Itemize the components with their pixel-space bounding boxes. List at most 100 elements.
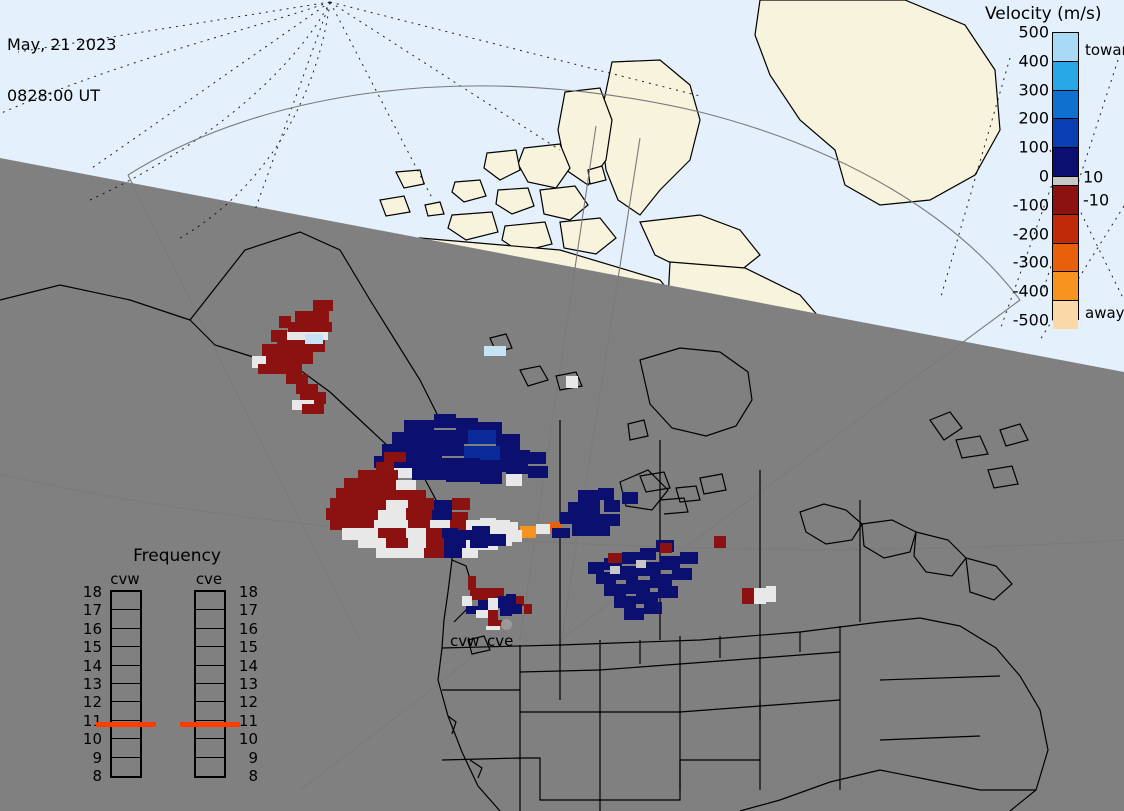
velocity-cell (660, 543, 672, 553)
frequency-bar-cve (194, 590, 226, 778)
velocity-cell (288, 322, 332, 332)
velocity-cell (552, 528, 570, 538)
timestamp-date: May, 21 2023 (7, 35, 117, 54)
frequency-scale-value-10: 10 (82, 730, 102, 749)
velocity-cell (754, 588, 766, 604)
velocity-tick-labels: 500 400 300 200 100 0 -100 -200 -300 -400 -500 (985, 23, 1049, 330)
velocity-cell (424, 430, 468, 444)
velocity-cell (402, 548, 424, 558)
velocity-cell (582, 512, 600, 524)
velocity-legend: Velocity (m/s) 500 400 300 200 100 0 -100 -200 -… (985, 2, 1124, 337)
velocity-cell (446, 470, 480, 482)
velocity-cell (586, 500, 600, 512)
velocity-band-10 (1053, 301, 1078, 329)
velocity-band-0 (1053, 33, 1078, 62)
velocity-cell (374, 520, 408, 530)
velocity-cell (596, 572, 616, 584)
velocity-cell (444, 538, 466, 550)
radar-site-label-cvw: cvw (450, 632, 480, 650)
velocity-cell (336, 488, 396, 500)
velocity-tick-500: 500 (1018, 22, 1049, 42)
velocity-tick--100: -100 (1012, 195, 1049, 215)
velocity-cell (462, 596, 472, 606)
velocity-cell (271, 330, 287, 342)
velocity-cell (500, 606, 512, 616)
velocity-tick--400: -400 (1012, 281, 1049, 301)
frequency-scale-value-16: 16 (82, 619, 102, 638)
velocity-cell (572, 524, 592, 536)
velocity-cell (520, 526, 536, 538)
velocity-cell (408, 498, 434, 510)
velocity-cell (548, 522, 562, 532)
velocity-cell (484, 346, 506, 356)
velocity-cell (279, 316, 291, 328)
velocity-cell (434, 500, 452, 510)
frequency-segment (112, 647, 140, 666)
velocity-cell (412, 468, 446, 480)
velocity-cell (412, 444, 464, 456)
velocity-toward-label: toward (1085, 41, 1124, 59)
velocity-cell (480, 460, 506, 472)
velocity-cell (610, 566, 620, 574)
velocity-cell (296, 384, 318, 394)
velocity-band-9 (1053, 272, 1078, 302)
frequency-segment (112, 629, 140, 648)
velocity-cell (506, 462, 528, 474)
velocity-cell (408, 518, 430, 530)
timestamp-time: 0828:00 UT (7, 86, 101, 105)
velocity-cell (466, 520, 480, 530)
velocity-cell (468, 576, 476, 590)
velocity-band-5 (1053, 176, 1078, 186)
frequency-segment (112, 721, 140, 740)
frequency-scale-value-11: 11 (238, 711, 258, 730)
velocity-cell (500, 450, 530, 464)
velocity-cell (560, 512, 582, 524)
frequency-scale-value-8: 8 (92, 767, 102, 785)
velocity-cell (452, 498, 470, 510)
velocity-cell (466, 606, 478, 614)
velocity-cell (624, 608, 644, 620)
frequency-scale-value-17: 17 (238, 601, 258, 620)
velocity-cell (432, 510, 452, 522)
velocity-cell (406, 528, 426, 540)
velocity-colorbar (1052, 32, 1079, 329)
velocity-cell (330, 498, 386, 510)
velocity-cell (480, 472, 502, 484)
velocity-cell (644, 602, 662, 614)
frequency-segment (196, 592, 224, 611)
velocity-cell (640, 548, 656, 560)
frequency-scale-value-17: 17 (82, 601, 102, 620)
velocity-cell (600, 514, 620, 526)
frequency-segment (112, 684, 140, 703)
velocity-cell (396, 490, 426, 500)
frequency-segment (112, 739, 140, 758)
frequency-segment (112, 758, 140, 776)
field-of-view-boundary (0, 85, 1124, 791)
velocity-cell (342, 528, 378, 540)
frequency-scale-right: 18 17 16 15 14 13 12 11 10 9 8 (234, 583, 258, 785)
frequency-scale-value-14: 14 (82, 656, 102, 675)
velocity-cell (392, 432, 424, 446)
frequency-bar-cvw (110, 590, 142, 778)
velocity-cell (442, 528, 458, 540)
velocity-cell (506, 474, 522, 486)
velocity-cell (636, 560, 646, 568)
velocity-tick-300: 300 (1018, 80, 1049, 100)
velocity-cell (476, 610, 488, 618)
timestamp-block: May, 21 2023 0828:00 UT (7, 2, 116, 138)
velocity-cell (406, 508, 432, 520)
frequency-scale-value-15: 15 (82, 638, 102, 657)
velocity-band-7 (1053, 214, 1078, 244)
frequency-segment (196, 666, 224, 684)
frequency-scale-value-12: 12 (82, 693, 102, 712)
velocity-cell (486, 626, 500, 630)
frequency-marker-cvw (96, 722, 156, 728)
velocity-cell (358, 538, 386, 548)
frequency-segment (112, 666, 140, 684)
velocity-pos-inner-label: 10 (1083, 167, 1104, 187)
velocity-tick-400: 400 (1018, 51, 1049, 71)
velocity-tick--500: -500 (1012, 310, 1049, 330)
velocity-cell (305, 334, 323, 344)
velocity-cell (470, 588, 504, 600)
velocity-cell (376, 548, 402, 558)
